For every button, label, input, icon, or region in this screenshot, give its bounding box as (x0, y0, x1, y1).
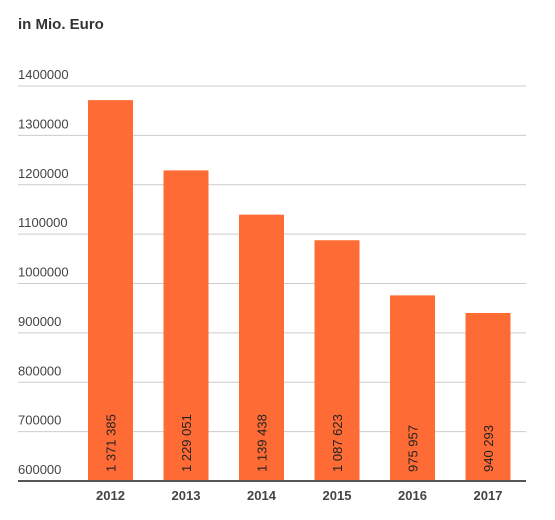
data-label-2012: 1 371 385 (104, 414, 119, 472)
bar-2012 (88, 100, 133, 481)
y-tick-label: 1000000 (18, 265, 69, 280)
x-tick-label: 2015 (323, 488, 352, 503)
x-axis-tick-labels: 2012 2013 2014 2015 2016 2017 (96, 488, 502, 503)
y-tick-label: 1300000 (18, 116, 69, 131)
data-label-2017: 940 293 (481, 425, 496, 472)
bar-2016 (390, 295, 435, 481)
bar-2017 (465, 312, 511, 481)
bar-2013 (163, 170, 209, 481)
bar-2014 (239, 214, 284, 482)
y-tick-label: 1400000 (18, 67, 69, 82)
x-tick-label: 2016 (398, 488, 427, 503)
y-tick-label: 600000 (18, 462, 61, 477)
x-tick-label: 2013 (172, 488, 201, 503)
data-label-2015: 1 087 623 (330, 414, 345, 472)
y-tick-label: 1200000 (18, 166, 69, 181)
data-label-2014: 1 139 438 (255, 414, 270, 472)
bar-2015 (314, 240, 360, 481)
y-tick-label: 900000 (18, 314, 61, 329)
y-tick-label: 700000 (18, 413, 61, 428)
x-tick-label: 2012 (96, 488, 125, 503)
data-label-2013: 1 229 051 (179, 414, 194, 472)
unit-label: in Mio. Euro (18, 16, 104, 33)
y-tick-label: 800000 (18, 363, 61, 378)
y-axis-tick-labels: 600000 700000 800000 900000 1000000 1100000 12… (18, 67, 69, 477)
x-tick-label: 2017 (474, 488, 503, 503)
data-label-2016: 975 957 (406, 425, 421, 472)
y-tick-label: 1100000 (18, 215, 68, 230)
bars: 1 371 385 1 229 051 1 139 438 1 087 623 975 … (88, 100, 511, 482)
x-tick-label: 2014 (247, 488, 277, 503)
